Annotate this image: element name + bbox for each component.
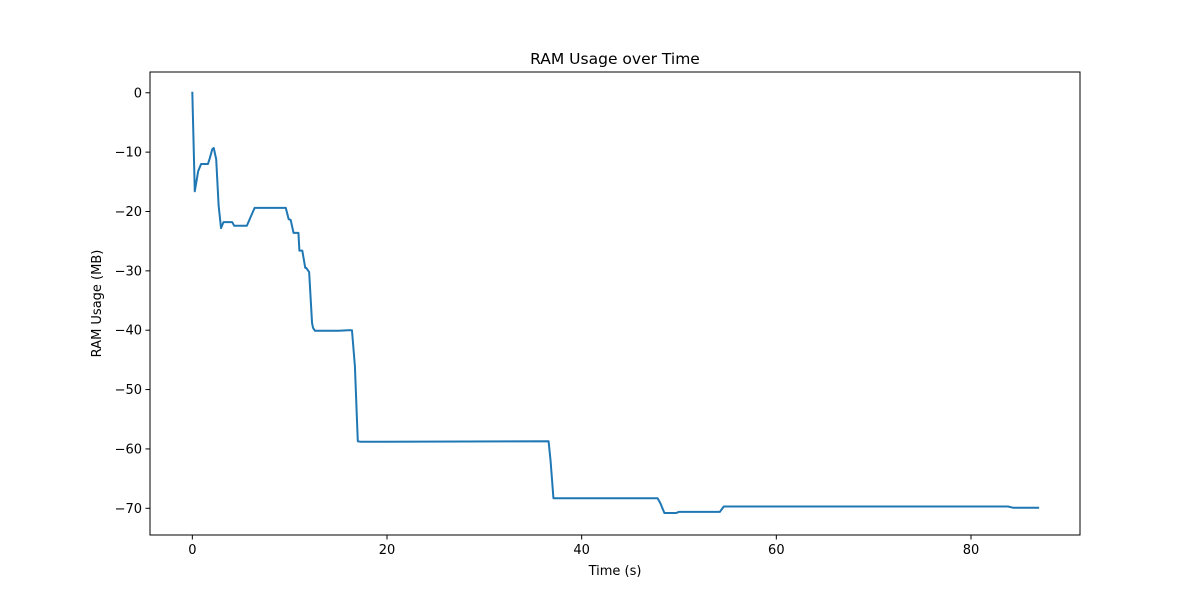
y-tick-label: −70 — [115, 502, 142, 517]
series-line — [191, 91, 1040, 515]
y-tick-label: −30 — [115, 264, 142, 279]
ticks-layer: 0 20 40 60 80 0 −10 −20 −30 −40 −50 −60 −70 — [115, 86, 980, 558]
x-tick-label: 0 — [188, 543, 196, 558]
chart-title: RAM Usage over Time — [530, 50, 700, 68]
x-axis-label: Time (s) — [588, 564, 642, 579]
y-axis-label: RAM Usage (MB) — [90, 250, 105, 358]
y-tick-label: −50 — [115, 383, 142, 398]
x-tick-label: 20 — [379, 543, 396, 558]
y-tick-label: −10 — [115, 146, 142, 161]
series-layer — [191, 91, 1040, 515]
y-tick-label: −40 — [115, 324, 142, 339]
y-tick-label: −20 — [115, 205, 142, 220]
x-tick-label: 60 — [768, 543, 785, 558]
x-tick-label: 40 — [573, 543, 590, 558]
y-tick-label: 0 — [134, 86, 142, 101]
plot-area-frame — [149, 71, 1081, 536]
y-tick-label: −60 — [115, 442, 142, 457]
x-tick-label: 80 — [963, 543, 980, 558]
